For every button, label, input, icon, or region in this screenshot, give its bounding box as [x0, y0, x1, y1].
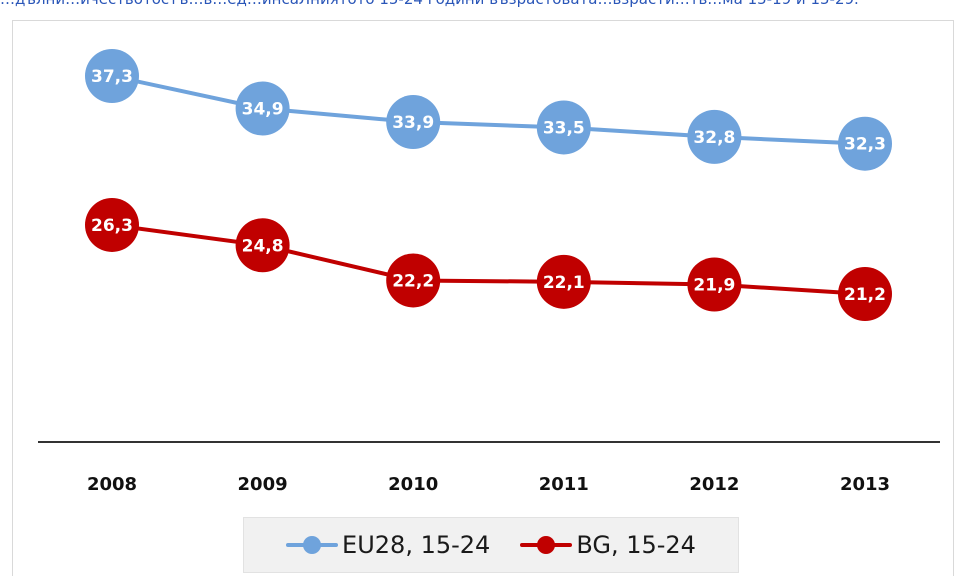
data-label: 32,8 — [693, 128, 735, 148]
legend-item-bg: BG, 15-24 — [520, 531, 696, 559]
data-point — [687, 109, 742, 164]
data-point — [85, 49, 139, 103]
x-tick-label: 2011 — [539, 474, 589, 495]
legend-marker-eu28 — [286, 533, 339, 557]
data-label: 34,9 — [242, 99, 284, 119]
data-point — [536, 254, 591, 309]
x-tick-label: 2013 — [840, 474, 890, 495]
data-point — [235, 218, 290, 273]
data-point — [536, 100, 591, 155]
legend-marker-bg — [520, 533, 573, 557]
data-point — [838, 267, 892, 321]
data-label: 32,3 — [844, 135, 886, 155]
data-point — [386, 95, 441, 150]
data-label: 33,5 — [543, 118, 585, 138]
x-tick-label: 2009 — [238, 474, 288, 495]
data-label: 22,1 — [543, 273, 585, 293]
data-label: 21,2 — [844, 285, 886, 305]
data-point — [838, 116, 892, 171]
legend: EU28, 15-24 BG, 15-24 — [243, 517, 739, 573]
data-label: 21,9 — [693, 276, 735, 296]
data-point — [235, 81, 290, 136]
legend-item-eu28: EU28, 15-24 — [286, 531, 490, 559]
x-tick-label: 2010 — [388, 474, 438, 495]
data-label: 33,9 — [392, 113, 434, 133]
top-caption: …дълни…ичествотостъ…в…ед…инсаЛниятото 15… — [0, 0, 957, 8]
data-point — [85, 197, 139, 252]
legend-label-eu28: EU28, 15-24 — [342, 531, 491, 559]
legend-label-bg: BG, 15-24 — [576, 531, 696, 559]
series-eu28: 37,3 34,9 33,9 33,5 32,8 32,3 — [85, 49, 892, 171]
series-line — [111, 74, 866, 146]
x-tick-label: 2008 — [87, 474, 137, 495]
series-bg: 26,3 24,8 22,2 22,1 21,9 21,2 — [85, 197, 892, 321]
data-label: 22,2 — [392, 271, 434, 291]
x-tick-label: 2012 — [689, 474, 739, 495]
data-point — [687, 257, 742, 312]
series-layer: 37,3 34,9 33,9 33,5 32,8 32,3 26,3 24,8 22,2 22,1… — [85, 49, 892, 321]
chart-frame — [12, 20, 954, 576]
data-label: 26,3 — [91, 216, 133, 236]
data-label: 24,8 — [242, 236, 284, 256]
x-tick-labels: 2008 2009 2010 2011 2012 2013 — [87, 474, 890, 495]
data-point — [386, 253, 441, 308]
data-label: 37,3 — [91, 67, 133, 87]
series-line — [111, 222, 866, 296]
